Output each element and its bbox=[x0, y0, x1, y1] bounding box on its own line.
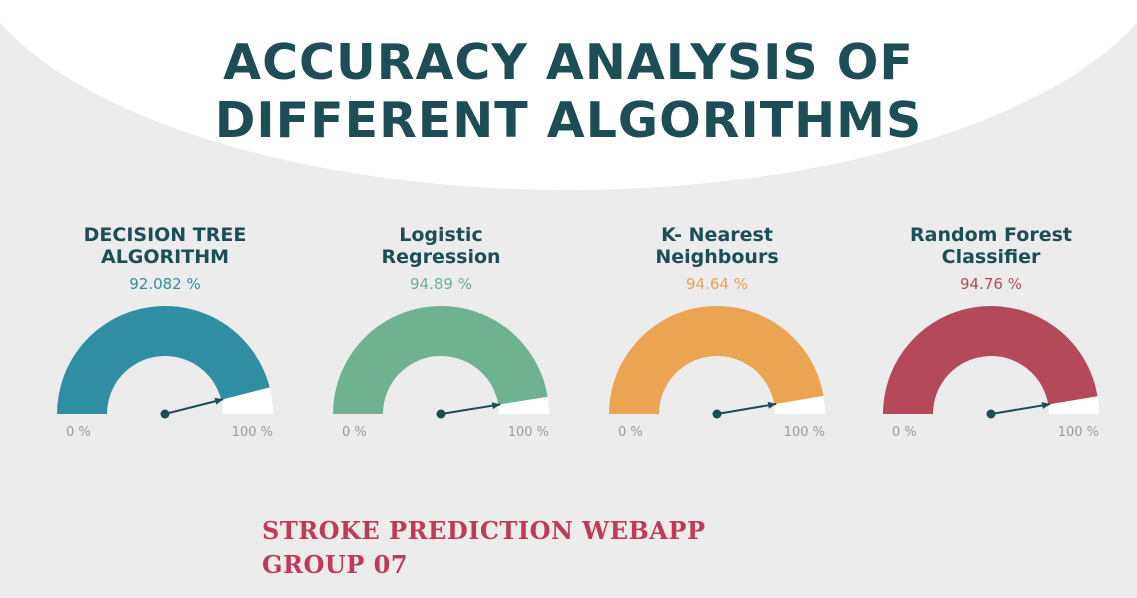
gauge-title: K- Nearest Neighbours bbox=[587, 224, 847, 268]
gauge-min-label: 0 % bbox=[892, 425, 917, 440]
gauge-title-line: Neighbours bbox=[655, 246, 779, 268]
gauge-value-label: 92.082 % bbox=[129, 275, 201, 293]
gauge-min-label: 0 % bbox=[342, 425, 367, 440]
gauge-card-2: Logistic Regression 94.89 % 0 % 100 % bbox=[311, 224, 571, 451]
gauge-title-line: ALGORITHM bbox=[100, 246, 230, 268]
gauge-needle bbox=[716, 402, 777, 415]
page-title-line-1: ACCURACY ANALYSIS OF bbox=[223, 34, 914, 91]
gauge-title-line: Random Forest bbox=[910, 224, 1072, 246]
page-title-line-2: DIFFERENT ALGORITHMS bbox=[214, 92, 923, 149]
gauge-needle bbox=[164, 398, 224, 415]
gauge-dial: 0 % 100 % bbox=[333, 306, 549, 440]
gauge-value-arc bbox=[333, 306, 548, 414]
gauge-needle-head bbox=[491, 402, 501, 410]
footer-group-name: GROUP 07 bbox=[262, 550, 409, 579]
gauge-max-label: 100 % bbox=[508, 425, 549, 440]
gauge-title-line: DECISION TREE bbox=[83, 224, 247, 246]
gauge-value-label: 94.89 % bbox=[410, 275, 472, 293]
gauge-needle-head bbox=[214, 397, 224, 405]
gauge-title-line: K- Nearest bbox=[661, 224, 773, 246]
gauge-needle-hub bbox=[986, 409, 996, 419]
gauge-title: DECISION TREE ALGORITHM bbox=[35, 224, 295, 268]
gauge-value-label: 94.64 % bbox=[686, 275, 748, 293]
gauge-card-4: Random Forest Classifier 94.76 % 0 % 100 % bbox=[861, 224, 1121, 451]
gauge-dial: 0 % 100 % bbox=[57, 305, 273, 440]
gauge-needle bbox=[440, 403, 501, 415]
gauge-title-line: Logistic bbox=[399, 224, 483, 246]
gauge-max-label: 100 % bbox=[232, 425, 273, 440]
gauge-value-arc bbox=[609, 305, 824, 414]
gauge-needle-hub bbox=[712, 409, 722, 419]
gauge-needle-hub bbox=[436, 409, 446, 419]
gauge-dial: 0 % 100 % bbox=[883, 305, 1099, 440]
gauge-title: Logistic Regression bbox=[311, 224, 571, 268]
gauge-value-arc bbox=[883, 305, 1098, 414]
gauge-value-label: 94.76 % bbox=[960, 275, 1022, 293]
gauge-card-1: DECISION TREE ALGORITHM 92.082 % 0 % 100 % bbox=[35, 224, 295, 451]
gauge-title-line: Regression bbox=[381, 246, 501, 268]
page-title: ACCURACY ANALYSIS OF DIFFERENT ALGORITHM… bbox=[0, 34, 1137, 150]
gauge-value-arc bbox=[57, 305, 270, 414]
footer-project-name: STROKE PREDICTION WEBAPP bbox=[262, 516, 706, 545]
gauge-min-label: 0 % bbox=[618, 425, 643, 440]
gauge-needle-head bbox=[1041, 402, 1051, 409]
gauge-dial: 0 % 100 % bbox=[609, 305, 825, 440]
gauge-needle-hub bbox=[160, 409, 170, 419]
gauge-needle-head bbox=[767, 401, 777, 409]
gauge-card-3: K- Nearest Neighbours 94.64 % 0 % 100 % bbox=[587, 224, 847, 451]
gauge-title: Random Forest Classifier bbox=[861, 224, 1121, 268]
footer-caption: STROKE PREDICTION WEBAPP GROUP 07 bbox=[262, 514, 706, 582]
gauge-min-label: 0 % bbox=[66, 425, 91, 440]
gauge-max-label: 100 % bbox=[784, 425, 825, 440]
gauge-title-line: Classifier bbox=[941, 246, 1041, 268]
gauge-needle bbox=[990, 403, 1051, 415]
gauge-max-label: 100 % bbox=[1058, 425, 1099, 440]
